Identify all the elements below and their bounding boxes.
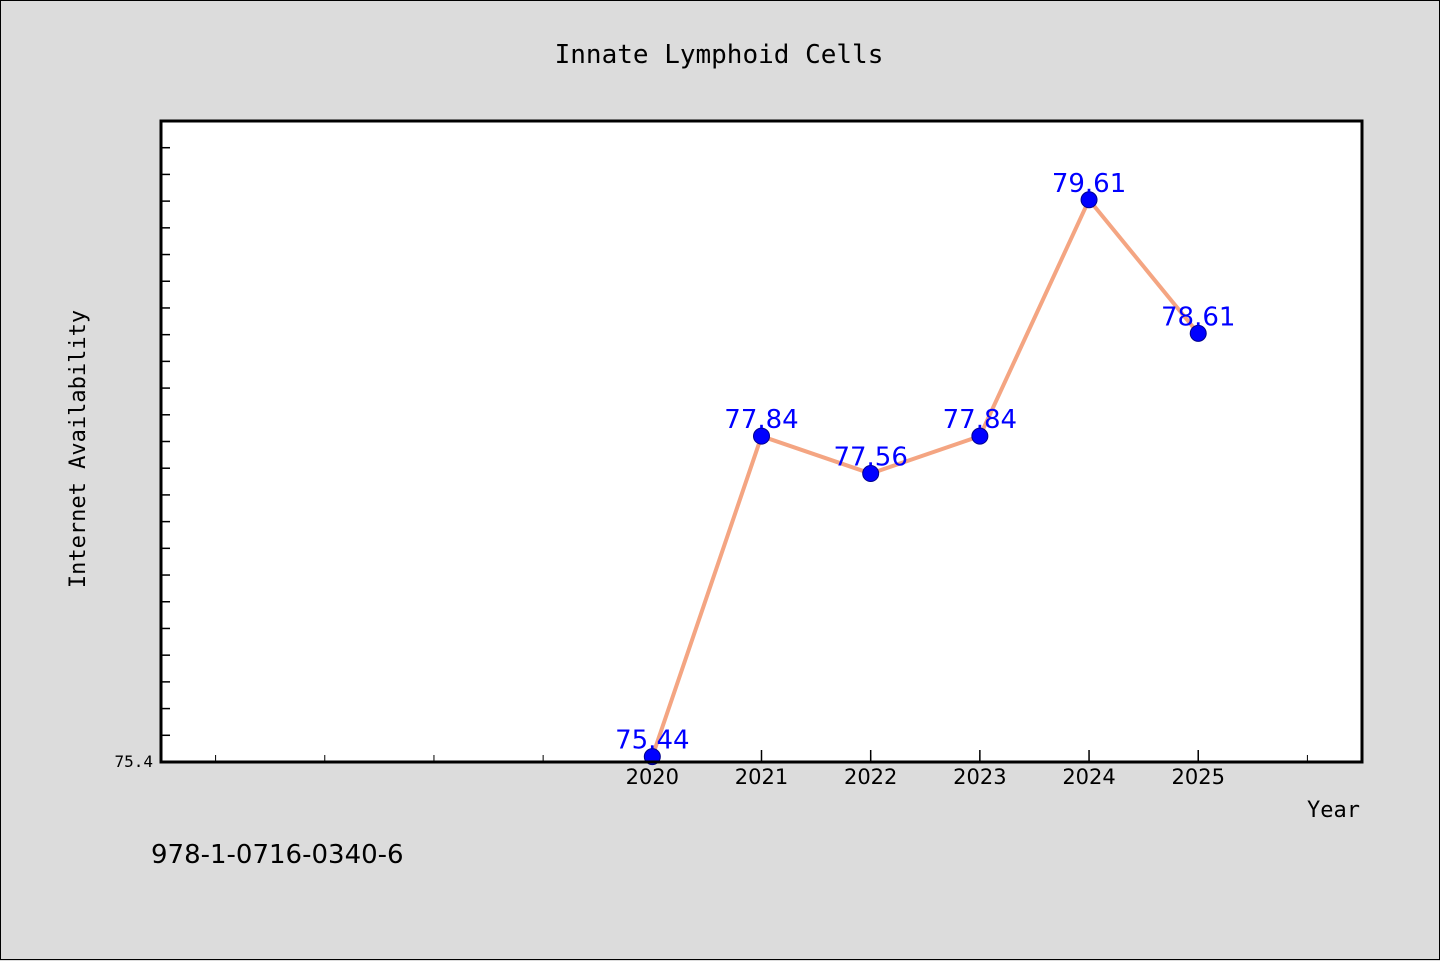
y-tick-label: 75.4: [114, 752, 153, 771]
data-label: 75.44: [615, 726, 689, 756]
x-tick-label: 2022: [844, 765, 897, 789]
x-tick-labels: 2020 2021 2022 2023 2024 2025: [626, 765, 1225, 789]
data-point: [862, 465, 880, 483]
data-label: 77.56: [833, 443, 907, 473]
data-label: 77.84: [943, 405, 1017, 435]
data-label: 79.61: [1052, 169, 1126, 199]
isbn-footer: 978-1-0716-0340-6: [151, 840, 404, 870]
series-line: [650, 197, 1200, 758]
data-point: [971, 427, 989, 445]
data-label: 77.84: [724, 405, 798, 435]
data-label: 78.61: [1161, 302, 1235, 332]
data-point: [1080, 191, 1098, 209]
data-labels: 75.44 77.84 77.56 77.84 79.61 78.61: [615, 169, 1235, 756]
y-axis-label: Internet Availability: [66, 310, 91, 588]
x-tick-label: 2024: [1062, 765, 1115, 789]
chart-title: Innate Lymphoid Cells: [555, 40, 884, 70]
x-tick-label: 2020: [626, 765, 679, 789]
plot-frame: [159, 119, 1364, 764]
x-tick-label: 2025: [1172, 765, 1225, 789]
data-point: [753, 427, 770, 445]
data-point: [1189, 324, 1207, 342]
x-axis-label: Year: [1307, 798, 1360, 823]
x-tick-label: 2021: [735, 765, 788, 789]
x-tick-label: 2023: [953, 765, 1006, 789]
